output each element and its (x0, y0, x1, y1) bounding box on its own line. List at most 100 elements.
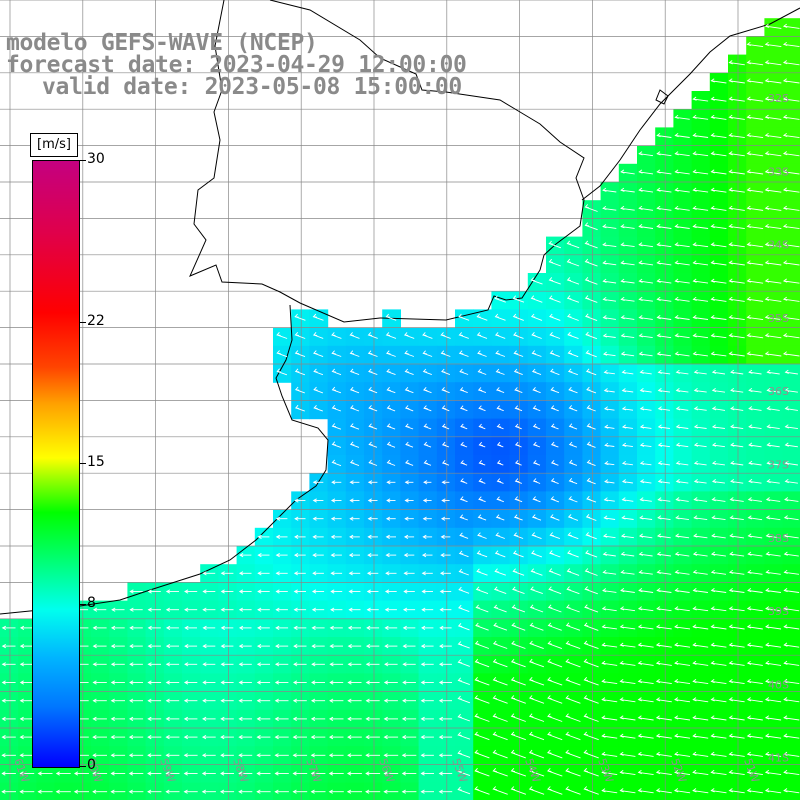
wind-arrow (458, 332, 469, 339)
wind-arrow (256, 735, 271, 740)
wind-arrow (256, 662, 270, 667)
wind-arrow (404, 498, 414, 503)
wind-arrow (583, 622, 599, 631)
wind-arrow (764, 333, 782, 339)
wind-arrow (531, 368, 542, 376)
wind-arrow (638, 296, 653, 302)
wind-arrow (457, 713, 471, 722)
wind-arrow (367, 516, 378, 521)
wind-arrow (475, 622, 489, 631)
wind-arrow (674, 133, 690, 138)
wind-arrow (620, 588, 635, 593)
wind-arrow (604, 424, 615, 429)
wind-arrow (692, 242, 709, 248)
wind-arrow (729, 533, 745, 539)
wind-arrow (746, 223, 764, 230)
wind-arrow (692, 187, 709, 193)
wind-arrow (584, 240, 598, 249)
wind-arrow (549, 532, 561, 540)
wind-arrow (584, 604, 599, 613)
wind-arrow (404, 405, 414, 412)
wind-arrow (496, 496, 504, 503)
wind-arrow (583, 677, 599, 686)
wind-arrow (347, 680, 362, 685)
wind-arrow (657, 442, 670, 448)
wind-arrow (402, 625, 416, 630)
wind-arrow (458, 568, 469, 576)
wind-arrow (494, 568, 506, 576)
wind-arrow (711, 388, 726, 393)
wind-arrow (728, 679, 745, 685)
wind-arrow (746, 715, 763, 721)
wind-arrow (19, 771, 35, 776)
colorbar-unit: [m/s] (30, 133, 78, 157)
wind-arrow (746, 733, 763, 739)
wind-arrow (692, 96, 709, 102)
wind-arrow (710, 642, 727, 648)
wind-arrow (657, 369, 671, 375)
wind-arrow (783, 678, 800, 685)
colorbar-tick (80, 604, 86, 605)
wind-arrow (728, 60, 745, 66)
wind-arrow (274, 735, 289, 740)
wind-arrow (621, 406, 634, 411)
wind-arrow (514, 423, 522, 430)
latitude-labels: 32S 33S 34S 35S 36S 37S 38S 39S 40S 41S (768, 92, 789, 765)
wind-arrow (366, 625, 380, 630)
wind-arrow (710, 151, 727, 157)
wind-arrow (532, 423, 541, 430)
wind-arrow (604, 442, 615, 447)
wind-arrow (567, 514, 579, 521)
wind-arrow (656, 242, 672, 248)
wind-arrow (619, 788, 636, 794)
wind-arrow (638, 278, 653, 284)
wind-arrow (312, 553, 324, 558)
wind-arrow (256, 789, 271, 794)
wind-arrow (312, 571, 324, 576)
wind-arrow (165, 644, 179, 649)
wind-arrow (386, 459, 396, 466)
wind-arrow (655, 697, 672, 703)
wind-arrow (674, 205, 690, 211)
wind-arrow (674, 588, 690, 593)
wind-arrow (693, 479, 707, 484)
wind-arrow (586, 495, 597, 503)
wind-arrow (532, 387, 541, 394)
wind-arrow (457, 786, 471, 795)
wind-arrow (128, 771, 144, 776)
wind-arrow (766, 406, 780, 411)
wind-arrow (202, 625, 216, 630)
wind-speed-cell (509, 782, 529, 800)
wind-arrow (728, 314, 745, 321)
wind-arrow (746, 205, 764, 211)
colorbar-tick (80, 322, 86, 323)
wind-arrow (422, 498, 432, 503)
wind-arrow (110, 735, 126, 740)
wind-arrow (331, 459, 342, 467)
wind-arrow (385, 313, 397, 321)
wind-arrow (782, 114, 800, 120)
wind-arrow (238, 644, 252, 649)
wind-arrow (586, 405, 596, 412)
wind-arrow (422, 368, 432, 376)
wind-arrow (528, 676, 545, 686)
wind-arrow (292, 789, 308, 794)
wind-arrow (405, 423, 414, 430)
wind-arrow (129, 698, 143, 703)
wind-arrow (656, 351, 672, 357)
wind-arrow (710, 769, 727, 776)
wind-arrow (492, 677, 508, 686)
wind-arrow (239, 553, 252, 558)
wind-arrow (783, 624, 800, 630)
wind-arrow (128, 789, 144, 794)
wind-arrow (276, 350, 288, 358)
wind-arrow (257, 553, 270, 558)
wind-arrow (782, 132, 800, 139)
wind-arrow (619, 624, 636, 630)
wind-arrow (692, 333, 709, 339)
wind-arrow (476, 568, 488, 576)
wind-arrow (637, 733, 654, 739)
wind-arrow (129, 644, 143, 649)
wind-arrow (165, 716, 180, 721)
colorbar-tick-label: 22 (87, 313, 105, 329)
